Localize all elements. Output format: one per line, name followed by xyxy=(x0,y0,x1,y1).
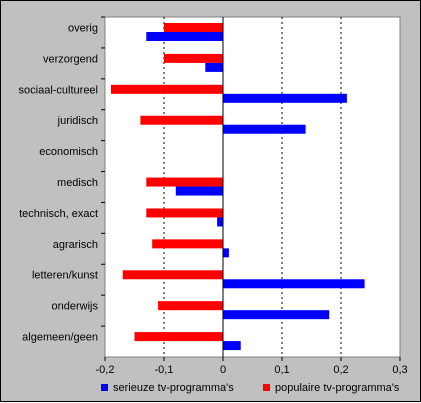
category-label: algemeen/geen xyxy=(22,332,98,344)
bar-serieus xyxy=(223,93,347,103)
bar-serieus xyxy=(223,310,330,320)
bar-populair xyxy=(110,84,223,94)
bar-serieus xyxy=(223,124,306,134)
bar-serieus xyxy=(223,341,241,351)
x-tick-label: 0,2 xyxy=(333,364,348,376)
category-label: juridisch xyxy=(57,115,98,127)
bar-populair xyxy=(134,332,223,342)
bar-serieus xyxy=(217,217,223,227)
category-label: overig xyxy=(68,22,98,34)
bar-populair xyxy=(158,301,223,311)
x-tick-label: -0,1 xyxy=(155,364,174,376)
legend-swatch xyxy=(101,384,108,391)
bar-populair xyxy=(164,53,223,63)
legend-label: serieuze tv-programma's xyxy=(113,382,234,394)
bar-serieus xyxy=(205,62,223,72)
bar-serieus xyxy=(223,279,365,289)
bar-populair xyxy=(146,177,223,187)
bar-serieus xyxy=(223,248,229,258)
bar-populair xyxy=(146,208,223,218)
bar-serieus xyxy=(175,186,223,196)
category-label: economisch xyxy=(39,146,98,158)
bar-populair xyxy=(152,239,223,249)
category-label: agrarisch xyxy=(53,239,98,251)
category-label: letteren/kunst xyxy=(32,270,98,282)
x-tick-label: 0 xyxy=(220,364,226,376)
legend-label: populaire tv-programma's xyxy=(275,382,400,394)
category-label: verzorgend xyxy=(43,53,98,65)
x-tick-label: 0,3 xyxy=(392,364,407,376)
x-tick-label: -0,2 xyxy=(96,364,115,376)
bar-populair xyxy=(122,270,223,280)
bar-populair xyxy=(164,23,223,32)
legend-swatch xyxy=(263,384,270,391)
x-tick-label: 0,1 xyxy=(274,364,289,376)
category-label: medisch xyxy=(57,177,98,189)
bar-serieus xyxy=(146,32,223,41)
category-label: technisch, exact xyxy=(19,208,98,220)
category-label: sociaal-cultureel xyxy=(19,84,98,96)
category-label: onderwijs xyxy=(52,301,99,313)
plot-area xyxy=(104,16,401,358)
bar-populair xyxy=(140,115,223,125)
